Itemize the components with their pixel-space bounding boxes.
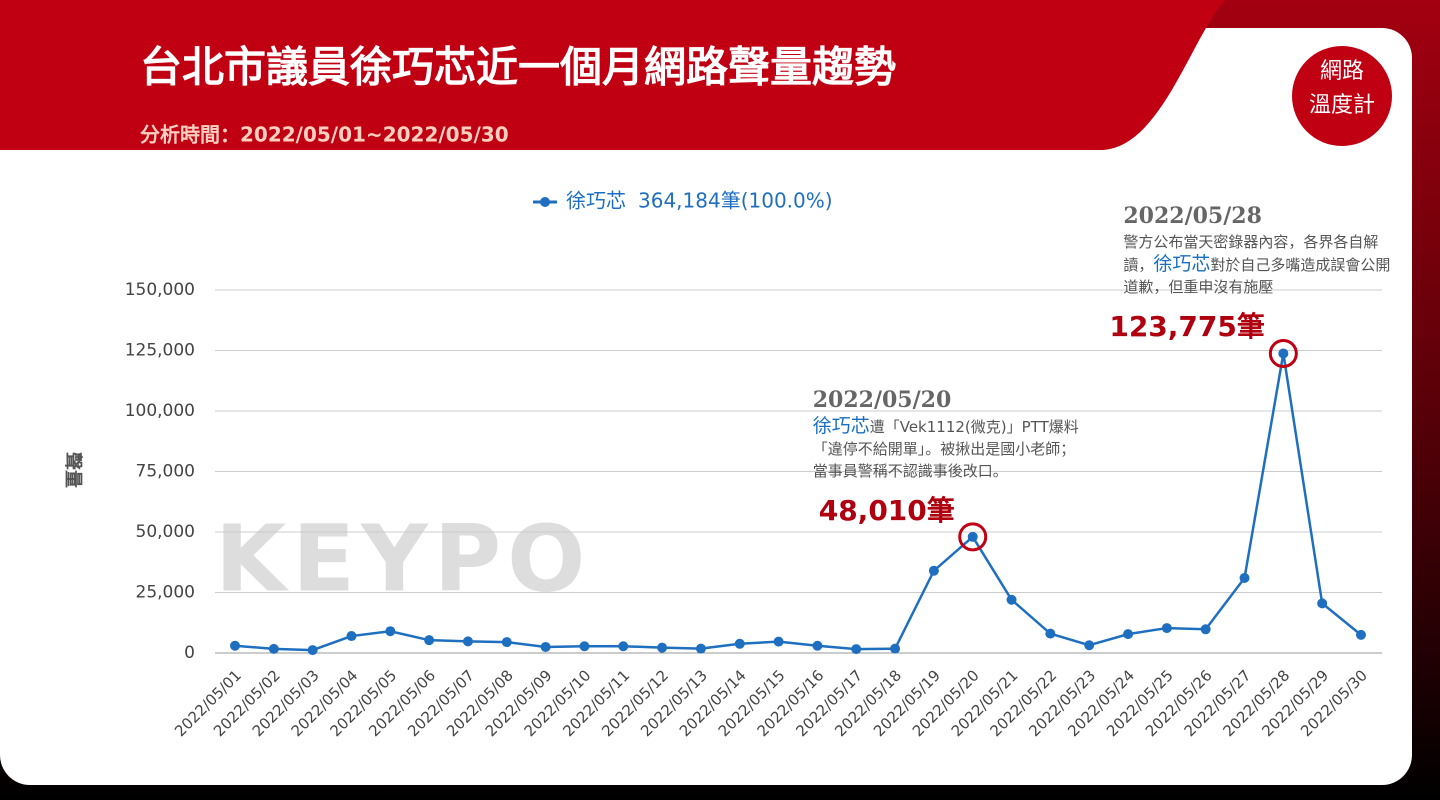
data-point (1123, 629, 1134, 640)
annotation-part: 警方公布當天密錄器內容，各界各自解讀， (1123, 233, 1379, 275)
highlight-ring (1268, 338, 1298, 368)
annotation-part: 對於自己多嘴造成誤會公開道歉，但重申沒有施壓 (1123, 256, 1391, 297)
legend-note: 364,184筆(100.0%) (638, 189, 833, 213)
data-point (1045, 628, 1056, 639)
data-point (1161, 623, 1172, 634)
chart-subtitle: 分析時間：2022/05/01~2022/05/30 (140, 123, 509, 147)
data-point (1356, 629, 1366, 640)
data-point (890, 643, 901, 654)
data-point (851, 644, 862, 655)
annotation-highlight: 徐巧芯 (812, 414, 870, 437)
data-point (812, 640, 823, 651)
data-point (579, 641, 590, 652)
data-point (618, 641, 629, 652)
data-point (424, 635, 435, 646)
data-point (540, 641, 551, 652)
annotation: 2022/05/28 警方公布當天密錄器內容，各界各自解讀，徐巧芯對於自己多嘴造成… (1123, 201, 1398, 298)
data-point (268, 643, 279, 654)
y-tick-label: 125,000 (125, 341, 195, 361)
header-banner (0, 0, 1225, 150)
data-point (657, 642, 668, 653)
series-line (234, 353, 1362, 652)
value-label: 48,010筆 (818, 493, 955, 527)
data-point (967, 531, 978, 542)
data-point (1278, 348, 1289, 359)
logo (1292, 46, 1392, 146)
data-point (734, 638, 745, 649)
data-point (1084, 640, 1095, 651)
data-point (1006, 594, 1017, 605)
value-label: 123,775筆 (1109, 310, 1265, 344)
annotation-title: 2022/05/20 (812, 386, 952, 413)
annotation: 2022/05/20 徐巧芯遭「Vek1112(微克)」PTT爆料「違停不給開單」… (813, 385, 1088, 482)
y-tick-label: 25,000 (136, 583, 195, 603)
legend-label: 徐巧芯 (566, 189, 626, 213)
panel (0, 28, 1412, 785)
data-point (230, 640, 240, 651)
y-tick-label: 50,000 (136, 522, 195, 542)
data-point (385, 626, 396, 637)
y-tick-label: 150,000 (125, 280, 195, 300)
logo-text: 溫度計 (1309, 93, 1375, 118)
data-point (928, 565, 939, 576)
data-point (1317, 598, 1328, 609)
y-tick-label: 75,000 (136, 462, 195, 482)
annotation-part: 遭「Vek1112(微克)」PTT爆料「違停不給開單」。被揪出是國小老師；當事員… (812, 417, 1079, 480)
data-point (1239, 572, 1250, 583)
data-point (346, 631, 357, 642)
annotation-text: 徐巧芯遭「Vek1112(微克)」PTT爆料「違停不給開單」。被揪出是國小老師；… (813, 415, 1088, 482)
data-point (773, 636, 784, 647)
y-tick-label: 0 (184, 643, 195, 663)
chart-title: 台北市議員徐巧芯近一個月網路聲量趨勢 (140, 43, 896, 92)
y-tick-label: 100,000 (125, 401, 195, 421)
annotation-title: 2022/05/28 (1123, 203, 1262, 230)
logo-text: 網路 (1320, 59, 1364, 84)
legend-marker (540, 197, 550, 207)
data-point (1200, 624, 1211, 635)
data-point (501, 637, 512, 648)
annotation-highlight: 徐巧芯 (1153, 253, 1211, 276)
highlight-ring (958, 522, 988, 552)
y-axis-label: 聲量 (62, 452, 84, 488)
data-point (695, 643, 706, 654)
watermark: KEYPO (215, 505, 591, 612)
data-point (307, 645, 318, 656)
data-point (462, 636, 473, 647)
annotation-text: 警方公布當天密錄器內容，各界各自解讀，徐巧芯對於自己多嘴造成誤會公開道歉，但重申… (1123, 231, 1398, 298)
